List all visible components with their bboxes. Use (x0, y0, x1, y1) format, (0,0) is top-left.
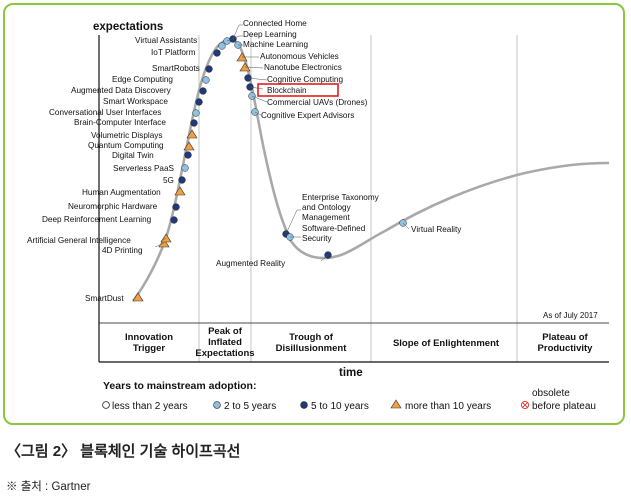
legend-marker-2to5 (213, 401, 221, 409)
leader-deep-learning (226, 35, 243, 42)
marker-virtual-assistants (218, 42, 226, 50)
label-enterprise-taxonomy-3: Management (302, 213, 351, 222)
legend-label-obsolete-top: obsolete (532, 388, 570, 399)
x-axis-title: time (339, 367, 363, 379)
legend-title: Years to mainstream adoption: (103, 380, 256, 392)
label-conversational-ui: Conversational User Interfaces (49, 108, 161, 117)
leader-agi (160, 237, 167, 242)
hype-cycle-chart: expectations time (27, 19, 610, 412)
label-virtual-assistants: Virtual Assistants (135, 36, 197, 45)
marker-smart-workspace (195, 98, 203, 106)
phase-peak-2: Inflated (208, 337, 242, 348)
label-augmented-data-discovery: Augmented Data Discovery (71, 86, 172, 95)
phase-plateau-1: Plateau of (542, 332, 588, 343)
leader-taxonomy (285, 209, 301, 235)
label-machine-learning: Machine Learning (243, 40, 309, 49)
marker-augmented-data-discovery (199, 87, 207, 95)
label-serverless: Serverless PaaS (113, 164, 175, 173)
marker-volumetric (186, 129, 198, 139)
label-autonomous-vehicles: Autonomous Vehicles (260, 52, 339, 61)
marker-smartrobots (205, 65, 213, 73)
label-software-defined-security-1: Software-Defined (302, 224, 366, 233)
label-neuromorphic: Neuromorphic Hardware (68, 202, 158, 211)
figure-source: ※ 출처 : Gartner (6, 481, 91, 493)
label-commercial-uavs: Commercial UAVs (Drones) (267, 98, 368, 107)
label-blockchain: Blockchain (267, 86, 307, 95)
leader-vr (402, 222, 410, 230)
label-smart-workspace: Smart Workspace (103, 97, 168, 106)
label-smartdust: SmartDust (85, 294, 124, 303)
technology-labels: Connected Home Virtual Assistants Deep L… (27, 19, 462, 303)
label-digital-twin: Digital Twin (112, 151, 154, 160)
marker-human-augmentation (174, 186, 186, 196)
label-enterprise-taxonomy-1: Enterprise Taxonomy (302, 193, 380, 202)
leader-ar (320, 254, 329, 262)
legend-marker-5to10 (300, 401, 308, 409)
phase-plateau-2: Productivity (538, 343, 594, 354)
label-connected-home: Connected Home (243, 19, 307, 28)
legend-marker-lt2 (102, 401, 110, 409)
marker-conversational-ui (192, 109, 200, 117)
marker-neuromorphic (172, 203, 180, 211)
marker-5g (178, 176, 186, 184)
legend-marker-gt10 (390, 399, 402, 409)
label-iot-platform: IoT Platform (151, 48, 196, 57)
phase-innovation-2: Trigger (133, 343, 166, 354)
legend-label-2to5: 2 to 5 years (224, 401, 276, 412)
leader-uavs (251, 95, 268, 103)
label-deep-rl: Deep Reinforcement Learning (42, 215, 152, 224)
marker-serverless (181, 164, 189, 172)
label-smartrobots: SmartRobots (152, 64, 200, 73)
label-virtual-reality: Virtual Reality (411, 225, 462, 234)
label-edge-computing: Edge Computing (112, 75, 173, 84)
label-agi: Artificial General Intelligence (27, 236, 131, 245)
marker-quantum (183, 141, 195, 151)
leader-cognitive-computing (247, 77, 268, 81)
figure-caption: 〈그림 2〉 블록체인 기술 하이프곡선 (6, 443, 241, 460)
phase-peak-3: Expectations (195, 348, 254, 359)
label-cognitive-computing: Cognitive Computing (267, 75, 343, 84)
legend-label-gt10: more than 10 years (405, 401, 491, 412)
legend: Years to mainstream adoption: less than … (102, 380, 596, 412)
label-bci: Brain-Computer Interface (74, 118, 166, 127)
leader-lines (154, 24, 410, 262)
label-human-augmentation: Human Augmentation (82, 188, 161, 197)
phase-slope: Slope of Enlightenment (393, 338, 500, 349)
leader-nanotube (244, 66, 264, 69)
legend-label-lt2: less than 2 years (112, 401, 188, 412)
label-quantum: Quantum Computing (88, 141, 164, 150)
marker-smartdust (132, 292, 144, 302)
label-augmented-reality: Augmented Reality (216, 259, 286, 268)
phase-trough-2: Disillusionment (276, 343, 348, 354)
legend-label-5to10: 5 to 10 years (311, 401, 369, 412)
label-5g: 5G (163, 176, 174, 185)
leader-expert-advisors (254, 111, 262, 116)
phase-peak-1: Peak of (208, 326, 243, 337)
leader-blockchain (249, 86, 264, 90)
label-nanotube: Nanotube Electronics (264, 63, 342, 72)
label-enterprise-taxonomy-2: and Ontology (302, 203, 352, 212)
label-software-defined-security-2: Security (302, 234, 332, 243)
marker-digital-twin (184, 151, 192, 159)
marker-edge-computing (202, 76, 210, 84)
marker-bci (190, 119, 198, 127)
phase-innovation-1: Innovation (125, 332, 173, 343)
label-cognitive-expert-advisors: Cognitive Expert Advisors (261, 111, 354, 120)
leader-4d (154, 242, 165, 248)
as-of-date: As of July 2017 (543, 311, 598, 320)
legend-label-obsolete: before plateau (532, 401, 596, 412)
marker-deep-rl (170, 216, 178, 224)
label-4d-printing: 4D Printing (102, 246, 143, 255)
blockchain-highlight-box (257, 83, 339, 97)
marker-iot-platform (213, 49, 221, 57)
label-deep-learning: Deep Learning (243, 30, 297, 39)
label-volumetric: Volumetric Displays (91, 131, 162, 140)
legend-marker-obsolete-cross (522, 402, 528, 408)
phase-labels: Innovation Trigger Peak of Inflated Expe… (125, 326, 593, 359)
y-axis-title: expectations (93, 21, 163, 33)
leader-connected-home (232, 24, 243, 40)
phase-trough-1: Trough of (289, 332, 334, 343)
figure-frame: expectations time (3, 3, 625, 425)
